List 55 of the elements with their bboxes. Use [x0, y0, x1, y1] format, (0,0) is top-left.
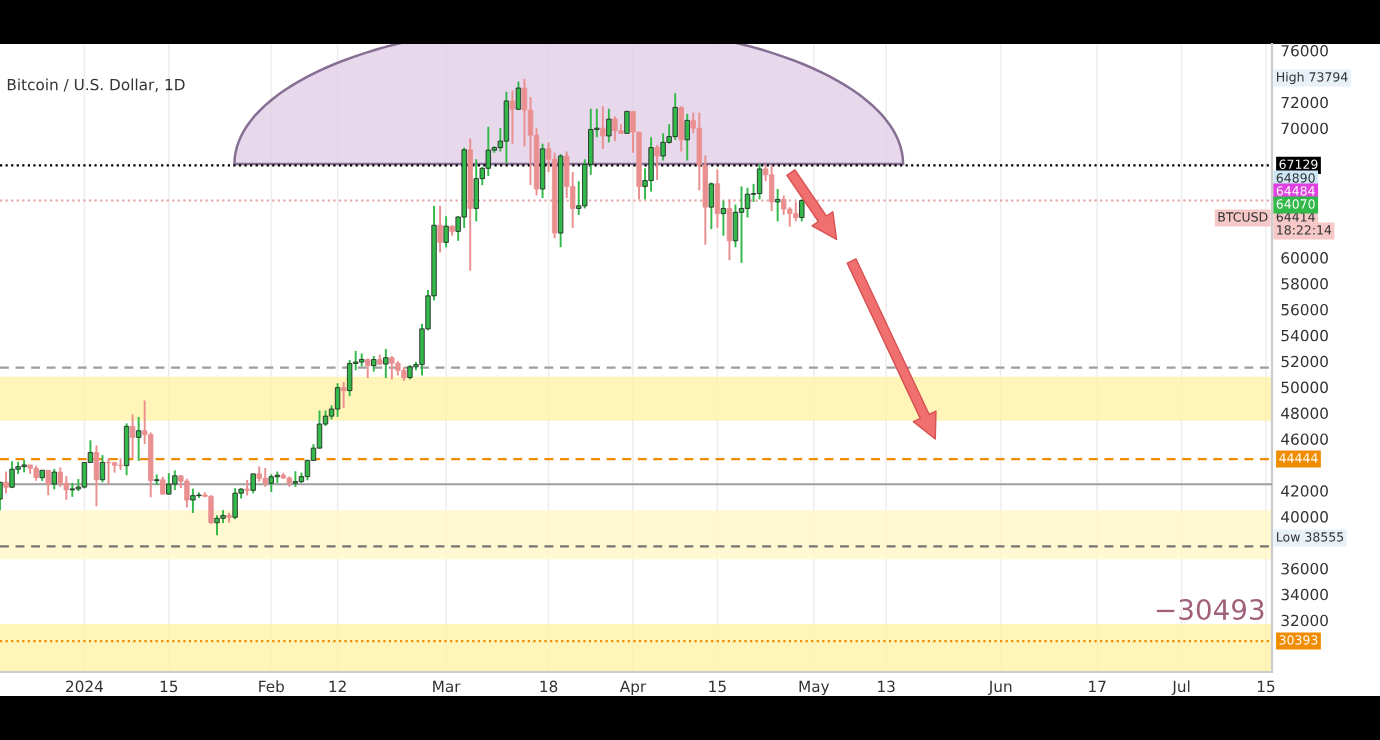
candlestick: [756, 163, 763, 201]
candlestick: [726, 198, 733, 262]
candlestick: [389, 355, 395, 381]
candlestick: [232, 487, 238, 521]
candlestick: [123, 422, 130, 477]
candlestick: [190, 487, 196, 514]
candlestick: [184, 477, 190, 509]
candlestick: [3, 470, 9, 495]
candlestick: [250, 472, 256, 495]
candlestick: [672, 92, 678, 141]
candlestick: [509, 89, 516, 145]
candlestick: [648, 136, 654, 193]
annotation: −30493: [1156, 599, 1264, 621]
candlestick: [793, 201, 799, 223]
candlestick: [678, 105, 684, 153]
candlestick: [262, 467, 268, 488]
candlestick: [612, 115, 618, 143]
candlestick: [166, 472, 172, 496]
candlestick: [600, 105, 606, 150]
candlestick: [340, 380, 347, 409]
candlestick: [539, 142, 546, 200]
candlestick: [172, 469, 178, 492]
candlestick: [515, 80, 522, 112]
candlestick: [774, 188, 781, 223]
candlestick: [624, 110, 630, 135]
candlestick: [768, 164, 775, 213]
candlestick: [473, 158, 479, 223]
candlestick: [799, 198, 805, 223]
candlestick: [244, 478, 250, 497]
candlestick: [503, 90, 510, 165]
candlestick: [135, 415, 142, 462]
candlestick: [660, 132, 666, 162]
candlestick: [63, 475, 69, 501]
candlestick: [684, 112, 690, 162]
candlestick: [99, 454, 106, 484]
candlestick: [720, 199, 727, 237]
candlestick: [708, 181, 715, 231]
candlestick: [654, 144, 660, 181]
candlestick: [9, 460, 15, 490]
candlestick: [45, 469, 51, 497]
candlestick: [208, 494, 214, 525]
candlestick: [334, 382, 341, 418]
candlestick: [93, 444, 100, 508]
candlestick: [738, 185, 745, 264]
candlestick: [51, 468, 57, 491]
candlestick: [437, 204, 443, 254]
candlestick: [485, 125, 491, 178]
candlestick: [606, 107, 612, 144]
candlestick: [214, 514, 220, 537]
candlestick: [714, 168, 721, 229]
candlestick: [443, 215, 449, 249]
candlestick: [105, 457, 112, 486]
candlestick: [346, 358, 353, 398]
candlestick: [129, 413, 136, 460]
candlestick: [383, 347, 389, 380]
